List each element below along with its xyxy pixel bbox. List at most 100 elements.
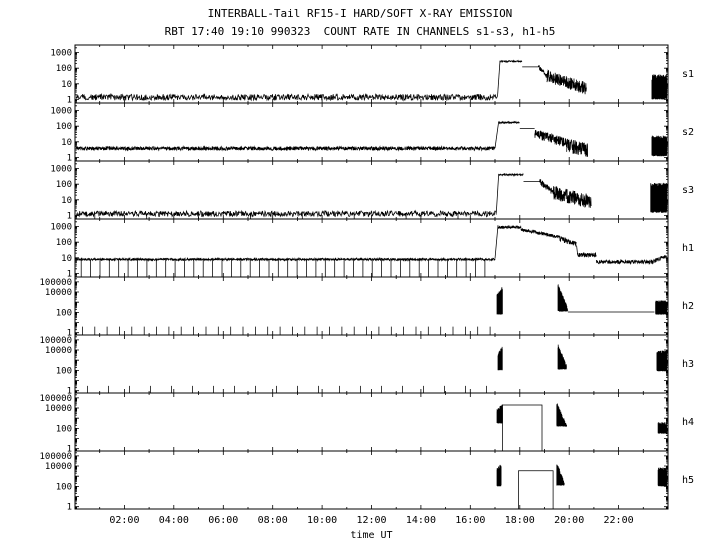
series-h5 [556, 464, 565, 486]
channel-label-h1: h1 [682, 243, 694, 254]
y-tick-label: 100 [56, 64, 72, 74]
x-tick-label: 20:00 [554, 515, 584, 526]
x-axis-label: time UT [350, 530, 392, 541]
axis-ticks-h3 [75, 334, 668, 394]
series-s2 [75, 145, 496, 152]
series-s3 [495, 173, 500, 213]
series-h2 [82, 326, 491, 335]
series-s2 [534, 129, 567, 148]
y-tick-label: 10 [61, 138, 72, 148]
axis-ticks-h5 [75, 450, 668, 510]
y-tick-label: 1 [67, 329, 72, 339]
series-h4 [496, 404, 503, 424]
x-tick-label: 08:00 [258, 515, 288, 526]
series-h4 [657, 422, 668, 434]
axis-ticks-s1 [75, 44, 668, 104]
y-tick-label: 100000 [39, 452, 72, 462]
chart-subtitle: RBT 17:40 19:10 990323 COUNT RATE IN CHA… [164, 25, 556, 38]
series-h1 [557, 235, 577, 247]
y-tick-label: 100000 [39, 278, 72, 288]
y-tick-label: 10 [61, 254, 72, 264]
panel-frame-h1 [74, 218, 669, 278]
panel-frame-h5 [74, 450, 669, 510]
channel-label-h4: h4 [682, 417, 694, 428]
y-tick-label: 1000 [50, 164, 72, 174]
x-tick-label: 22:00 [604, 515, 634, 526]
series-h4 [502, 404, 543, 451]
series-s1 [499, 59, 523, 64]
x-tick-label: 12:00 [356, 515, 386, 526]
series-s2 [651, 135, 668, 157]
y-tick-label: 100 [56, 308, 72, 318]
series-h5 [496, 464, 502, 487]
series-h1 [652, 254, 667, 264]
y-tick-label: 100000 [39, 394, 72, 404]
y-tick-label: 1000 [50, 106, 72, 116]
y-tick-label: 1000 [50, 48, 72, 58]
series-s2 [494, 121, 500, 149]
series-s3 [539, 179, 554, 194]
axis-ticks-s2 [75, 102, 668, 162]
series-s1 [546, 69, 587, 95]
y-tick-label: 1 [67, 270, 72, 280]
channel-label-h5: h5 [682, 475, 694, 486]
channel-label-s1: s1 [682, 69, 694, 80]
panel-frame-s2 [74, 102, 669, 162]
panel-frame-h2 [74, 276, 669, 336]
y-tick-label: 100 [56, 482, 72, 492]
y-tick-label: 1 [67, 212, 72, 222]
series-h2 [496, 287, 503, 315]
series-h3 [656, 350, 668, 372]
y-tick-label: 1 [67, 503, 72, 513]
y-tick-label: 100 [56, 122, 72, 132]
series-s3 [650, 182, 668, 213]
chart-title: INTERBALL-Tail RF15-I HARD/SOFT X-RAY EM… [207, 7, 513, 20]
y-tick-label: 10 [61, 196, 72, 206]
axis-ticks-h1 [75, 218, 668, 278]
series-h5 [657, 467, 668, 487]
y-tick-label: 10000 [45, 288, 72, 298]
series-s3 [75, 209, 497, 218]
panel-frame-h3 [74, 334, 669, 394]
x-tick-label: 06:00 [208, 515, 238, 526]
y-tick-label: 100 [56, 238, 72, 248]
channel-label-s3: s3 [682, 185, 694, 196]
axis-ticks-h2 [75, 276, 668, 336]
series-h1 [75, 256, 496, 262]
x-tick-label: 04:00 [159, 515, 189, 526]
y-tick-label: 1 [67, 154, 72, 164]
panel-frame-s1 [74, 44, 669, 104]
channel-label-h3: h3 [682, 359, 694, 370]
series-h1 [497, 224, 522, 230]
series-s3 [94, 213, 459, 219]
channel-label-s2: s2 [682, 127, 694, 138]
x-tick-label: 18:00 [505, 515, 535, 526]
x-tick-label: 16:00 [455, 515, 485, 526]
series-s1 [75, 92, 498, 102]
y-tick-label: 100 [56, 424, 72, 434]
y-tick-label: 10000 [45, 462, 72, 472]
x-tick-label: 14:00 [406, 515, 436, 526]
series-s2 [498, 120, 520, 125]
panel-frame-s3 [74, 160, 669, 220]
series-h3 [497, 346, 503, 371]
series-h1 [494, 225, 499, 259]
series-h1 [576, 245, 578, 255]
x-tick-label: 02:00 [109, 515, 139, 526]
series-h1 [520, 228, 559, 239]
y-tick-label: 10000 [45, 346, 72, 356]
series-h3 [557, 344, 567, 370]
y-tick-label: 100 [56, 180, 72, 190]
series-s1 [497, 60, 501, 97]
series-s3 [552, 186, 592, 208]
y-tick-label: 10000 [45, 404, 72, 414]
series-h4 [556, 403, 567, 427]
series-h2 [557, 284, 569, 312]
series-s1 [537, 65, 548, 78]
series-s1 [651, 74, 668, 100]
y-tick-label: 100000 [39, 336, 72, 346]
series-h3 [87, 385, 487, 393]
series-h1 [80, 259, 486, 277]
